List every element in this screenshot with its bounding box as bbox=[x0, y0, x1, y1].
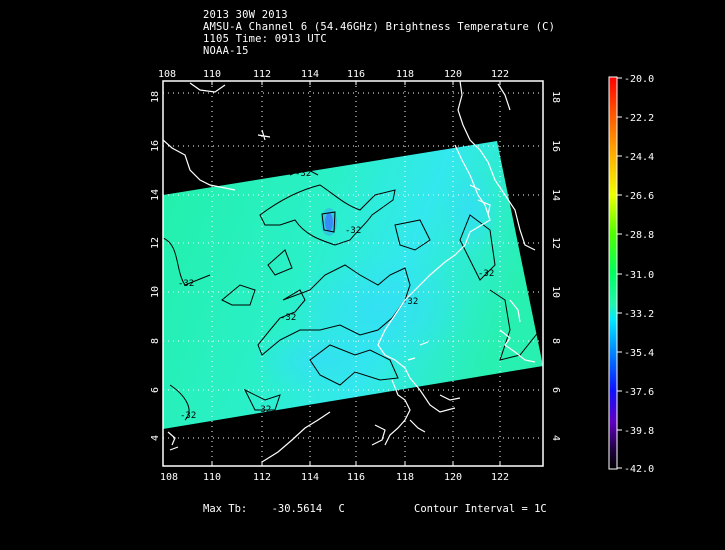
y-tick-label: 10 bbox=[550, 286, 561, 298]
x-tick-label: 114 bbox=[301, 472, 319, 483]
contour-label: -32 bbox=[478, 269, 494, 279]
cool-region-2 bbox=[250, 325, 390, 395]
y-axis-left-labels: 4 6 8 10 12 14 16 18 bbox=[150, 91, 161, 441]
axis-ticks bbox=[211, 81, 501, 466]
colorbar-label: -39.8 bbox=[624, 426, 654, 437]
y-tick-label: 12 bbox=[550, 237, 561, 249]
colorbar-label: -42.0 bbox=[624, 464, 654, 475]
x-axis-top-labels: 108 110 112 114 116 118 120 122 bbox=[158, 69, 509, 80]
y-tick-label: 16 bbox=[150, 140, 161, 152]
y-tick-label: 10 bbox=[150, 286, 161, 298]
title-line-4: NOAA-15 bbox=[203, 45, 249, 57]
colorbar-label: -28.8 bbox=[624, 230, 654, 241]
y-tick-label: 6 bbox=[550, 387, 561, 393]
colorbar-ticks bbox=[617, 77, 622, 469]
x-tick-label: 116 bbox=[347, 472, 365, 483]
x-tick-label: 108 bbox=[158, 69, 176, 80]
contour-label: -32 bbox=[255, 405, 271, 415]
graticule bbox=[163, 81, 543, 466]
colorbar-label: -31.0 bbox=[624, 270, 654, 281]
x-tick-label: 112 bbox=[253, 472, 271, 483]
contour-label: -32 bbox=[178, 279, 194, 289]
colorbar bbox=[608, 76, 618, 470]
y-tick-label: 18 bbox=[150, 91, 161, 103]
x-tick-label: 122 bbox=[491, 472, 509, 483]
map-header: 2013 30W 2013 AMSU-A Channel 6 (54.46GHz… bbox=[203, 9, 555, 57]
colorbar-label: -33.2 bbox=[624, 309, 654, 320]
y-axis-right-labels: 4 6 8 10 12 14 16 18 bbox=[550, 91, 561, 441]
x-tick-label: 112 bbox=[253, 69, 271, 80]
colorbar-label: -35.4 bbox=[624, 348, 654, 359]
x-tick-label: 118 bbox=[396, 472, 414, 483]
max-tb-label: Max Tb: bbox=[203, 503, 248, 515]
x-tick-label: 122 bbox=[491, 69, 509, 80]
max-tb-readout: Max Tb: -30.5614 C bbox=[203, 503, 345, 515]
title-line-3: 1105 Time: 0913 UTC bbox=[203, 33, 327, 45]
x-tick-label: 110 bbox=[203, 472, 221, 483]
y-tick-label: 8 bbox=[550, 338, 561, 344]
cold-spot-halo bbox=[321, 208, 337, 236]
cool-region-3 bbox=[440, 165, 500, 255]
y-tick-label: 16 bbox=[550, 140, 561, 152]
y-tick-label: 18 bbox=[550, 91, 561, 103]
colorbar-label: -22.2 bbox=[624, 113, 654, 124]
colorbar-label: -20.0 bbox=[624, 74, 654, 85]
contour-label: -32 bbox=[280, 313, 296, 323]
colorbar-label: -26.6 bbox=[624, 191, 654, 202]
x-tick-label: 120 bbox=[444, 472, 462, 483]
y-tick-label: 12 bbox=[150, 237, 161, 249]
x-tick-label: 116 bbox=[347, 69, 365, 80]
contour-label: -32 bbox=[402, 297, 418, 307]
x-tick-label: 114 bbox=[301, 69, 319, 80]
x-tick-label: 118 bbox=[396, 69, 414, 80]
x-tick-label: 108 bbox=[160, 472, 178, 483]
contour-label: -32 bbox=[345, 226, 361, 236]
contours bbox=[163, 167, 541, 421]
y-tick-label: 14 bbox=[550, 189, 561, 201]
contour-interval: Contour Interval = 1C bbox=[414, 503, 547, 515]
x-axis-bottom-labels: 108 110 112 114 116 118 120 122 bbox=[160, 472, 509, 483]
x-tick-label: 110 bbox=[203, 69, 221, 80]
colorbar-label: -24.4 bbox=[624, 152, 654, 163]
y-tick-label: 14 bbox=[150, 189, 161, 201]
contour-label: -32 bbox=[180, 411, 196, 421]
y-tick-label: 8 bbox=[150, 338, 161, 344]
max-tb-value: -30.5614 bbox=[271, 503, 323, 515]
y-tick-label: 6 bbox=[150, 387, 161, 393]
contour-labels: -32 -32 -32 -32 -32 -32 -32 -32 bbox=[178, 169, 494, 421]
x-tick-label: 120 bbox=[444, 69, 462, 80]
coastlines bbox=[163, 81, 536, 463]
y-tick-label: 4 bbox=[150, 435, 161, 441]
map-frame bbox=[162, 80, 544, 467]
max-tb-unit: C bbox=[338, 503, 345, 515]
contour-label: -32 bbox=[295, 169, 311, 179]
colorbar-label: -37.6 bbox=[624, 387, 654, 398]
title-line-1: 2013 30W 2013 bbox=[203, 9, 288, 21]
colorbar-labels: -20.0 -22.2 -24.4 -26.6 -28.8 -31.0 -33.… bbox=[624, 74, 654, 475]
title-line-2: AMSU-A Channel 6 (54.46GHz) Brightness T… bbox=[203, 21, 556, 33]
y-tick-label: 4 bbox=[550, 435, 561, 441]
